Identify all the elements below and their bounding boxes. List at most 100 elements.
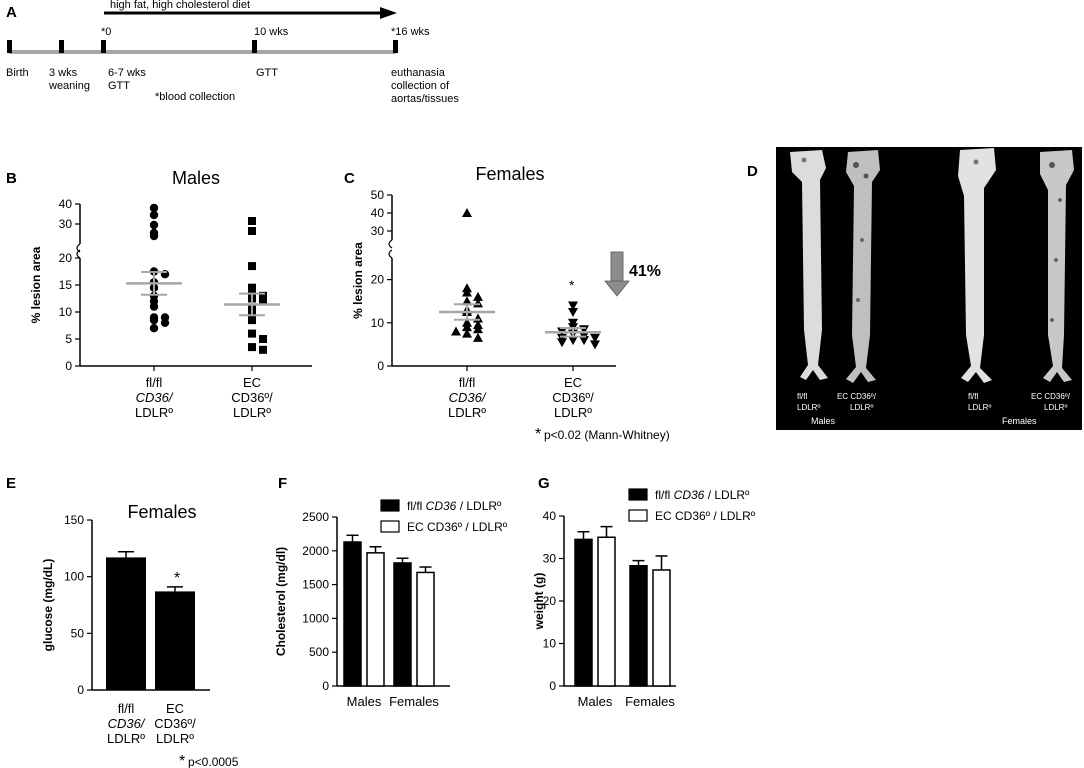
3wks-label: 3 wks <box>49 67 78 79</box>
data-point <box>149 315 159 325</box>
data-point <box>248 262 256 271</box>
significance-star-e: * <box>174 570 180 587</box>
bar <box>155 591 195 690</box>
y-tick-label: 150 <box>64 513 84 527</box>
photo-label-2a: EC CD36º/ <box>837 392 877 401</box>
category-label-line2: LDLRº <box>107 731 145 746</box>
data-point <box>451 326 461 336</box>
y-tick-label: 2500 <box>302 510 329 524</box>
data-point <box>149 231 159 241</box>
panel-label-e: E <box>6 475 16 492</box>
data-point <box>462 208 472 217</box>
chart-females-lesion: Females% lesion area01020304050fl/flCD36… <box>351 164 616 420</box>
category-label: Males <box>347 694 382 709</box>
aorta-3 <box>958 148 996 383</box>
data-point <box>557 338 567 348</box>
tick-16wks <box>393 40 398 53</box>
category-label-line0: EC <box>166 701 184 716</box>
significance-star-c: * <box>569 277 575 293</box>
y-tick-label: 10 <box>543 637 557 651</box>
panel-label-d: D <box>747 163 758 180</box>
category-label-line2: LDLRº <box>233 405 271 420</box>
collection-label: collection of <box>391 80 450 92</box>
bar <box>106 557 146 690</box>
tick-0 <box>101 40 106 53</box>
panel-label-f: F <box>278 475 287 492</box>
legend-label-part: fl/fl <box>655 488 674 502</box>
y-tick-label: 20 <box>543 594 557 608</box>
data-point <box>149 220 159 230</box>
bar <box>629 564 648 687</box>
y-axis-label: % lesion area <box>351 242 365 319</box>
category-label-line0: EC <box>243 375 261 390</box>
reduction-arrow <box>604 251 630 297</box>
y-tick-label: 20 <box>59 251 73 265</box>
data-point <box>259 335 267 343</box>
category-label-line1: CD36/ <box>136 390 174 405</box>
category-label: Males <box>578 694 613 709</box>
t0-label: *0 <box>101 26 111 38</box>
category-label-line1: CD36/ <box>108 716 146 731</box>
data-point <box>149 203 159 213</box>
gtt-label-2: GTT <box>256 67 278 79</box>
panel-label-a: A <box>6 4 17 21</box>
photo-label-1b: LDLRº <box>797 403 820 412</box>
tick-3wks <box>59 40 64 53</box>
category-label: Females <box>625 694 675 709</box>
diet-label: high fat, high cholesterol diet <box>110 0 250 11</box>
data-point <box>462 322 472 332</box>
category-label: Females <box>389 694 439 709</box>
category-label-line1: CD36º/ <box>552 390 594 405</box>
category-label-line1: CD36º/ <box>231 390 273 405</box>
euthanasia-label: euthanasia <box>391 67 446 79</box>
y-tick-label: 10 <box>59 305 73 319</box>
legend-label: EC CD36º / LDLRº <box>655 509 756 523</box>
data-point <box>248 329 256 338</box>
bar <box>597 536 616 687</box>
data-point <box>149 324 159 333</box>
t10-label: 10 wks <box>254 26 289 38</box>
data-point <box>259 291 267 300</box>
gtt-label-1: GTT <box>108 80 130 92</box>
legend-swatch <box>628 488 648 501</box>
data-point <box>248 283 256 292</box>
category-label-line1: CD36º/ <box>154 716 196 731</box>
y-tick-label: 1500 <box>302 578 329 592</box>
6wks-label: 6-7 wks <box>108 67 146 79</box>
photo-males-label: Males <box>811 416 836 426</box>
y-tick-label: 30 <box>543 552 557 566</box>
legend-swatch <box>628 509 648 522</box>
data-point <box>579 336 589 346</box>
bar <box>652 569 671 687</box>
legend-label: fl/fl CD36 / LDLRº <box>407 499 502 513</box>
bar <box>366 552 385 687</box>
chart-cholesterol: Cholesterol (mg/dl) 0 500 1000 1500 2000 2500 M… <box>274 499 508 709</box>
data-point <box>568 301 578 311</box>
diet-arrow-head <box>380 7 397 19</box>
legend-label-part: CD36 <box>426 499 457 513</box>
data-point <box>590 340 600 350</box>
y-axis-label: % lesion area <box>29 246 43 323</box>
data-point <box>462 287 472 297</box>
data-point <box>473 291 483 301</box>
tick-birth <box>7 40 12 53</box>
pvalue-star-e: * <box>179 753 185 768</box>
category-label-line0: fl/fl <box>146 375 163 390</box>
y-axis-label: weight (g) <box>532 573 546 631</box>
y-axis-label: glucose (mg/dL) <box>41 559 55 652</box>
category-label-line0: fl/fl <box>118 701 135 716</box>
pvalue-star-c: * <box>535 426 541 443</box>
bar <box>416 571 435 687</box>
y-tick-label: 2000 <box>302 544 329 558</box>
category-label-line2: LDLRº <box>135 405 173 420</box>
legend-label-part: fl/fl <box>407 499 426 513</box>
y-tick-label: 500 <box>309 645 329 659</box>
data-point <box>248 227 256 235</box>
pvalue-e: p<0.0005 <box>188 755 239 768</box>
category-label-line0: EC <box>564 375 582 390</box>
axis-break <box>388 239 393 259</box>
legend-label-part: / LDLRº <box>704 488 750 502</box>
photo-label-2b: LDLRº <box>850 403 873 412</box>
category-label-line2: LDLRº <box>156 731 194 746</box>
